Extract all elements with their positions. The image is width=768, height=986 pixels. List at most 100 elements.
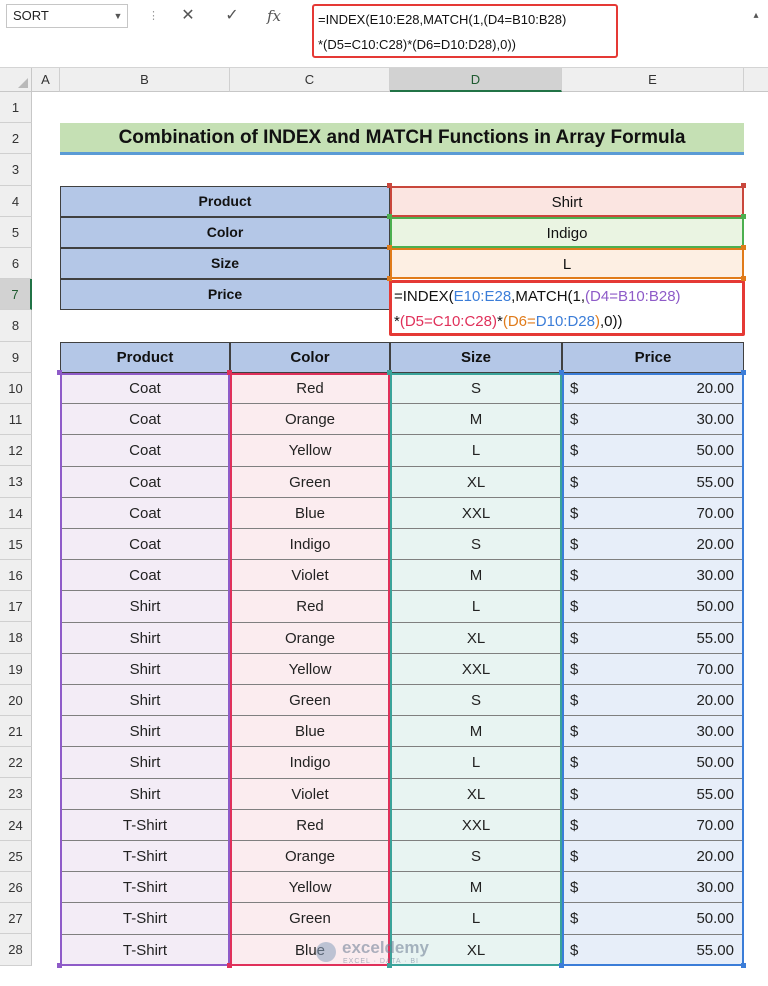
color-cell[interactable]: Yellow: [230, 435, 390, 467]
size-cell[interactable]: XL: [390, 778, 562, 810]
range-resize-handle[interactable]: [741, 276, 746, 281]
size-cell[interactable]: L: [390, 747, 562, 779]
row-header-27[interactable]: 27: [0, 903, 32, 935]
row-header-24[interactable]: 24: [0, 809, 32, 841]
color-cell[interactable]: Violet: [230, 560, 390, 592]
product-cell[interactable]: Coat: [60, 435, 230, 467]
size-cell[interactable]: M: [390, 560, 562, 592]
range-resize-handle[interactable]: [741, 245, 746, 250]
row-header-26[interactable]: 26: [0, 872, 32, 904]
row-header-4[interactable]: 4: [0, 185, 32, 217]
product-cell[interactable]: Shirt: [60, 591, 230, 623]
row-header-14[interactable]: 14: [0, 497, 32, 529]
row-header-10[interactable]: 10: [0, 372, 32, 404]
product-cell[interactable]: T-Shirt: [60, 872, 230, 904]
formula-input[interactable]: =INDEX(E10:E28,MATCH(1,(D4=B10:B28) *(D5…: [312, 4, 618, 58]
product-cell[interactable]: Coat: [60, 466, 230, 498]
size-cell[interactable]: M: [390, 716, 562, 748]
price-cell[interactable]: $50.00: [562, 591, 744, 623]
price-cell[interactable]: $50.00: [562, 903, 744, 935]
size-cell[interactable]: L: [390, 903, 562, 935]
column-header-b[interactable]: B: [60, 68, 230, 92]
color-cell[interactable]: Yellow: [230, 653, 390, 685]
criteria-value-product[interactable]: Shirt: [390, 186, 744, 217]
range-resize-handle[interactable]: [57, 963, 62, 968]
product-cell[interactable]: Coat: [60, 529, 230, 561]
color-cell[interactable]: Orange: [230, 404, 390, 436]
range-resize-handle[interactable]: [559, 370, 564, 375]
row-header-6[interactable]: 6: [0, 248, 32, 280]
row-header-9[interactable]: 9: [0, 341, 32, 373]
row-header-7[interactable]: 7: [0, 279, 32, 311]
color-cell[interactable]: Green: [230, 466, 390, 498]
range-resize-handle[interactable]: [387, 276, 392, 281]
row-header-19[interactable]: 19: [0, 653, 32, 685]
range-resize-handle[interactable]: [387, 370, 392, 375]
price-cell[interactable]: $30.00: [562, 716, 744, 748]
column-header-e[interactable]: E: [562, 68, 744, 92]
color-cell[interactable]: Red: [230, 373, 390, 405]
color-cell[interactable]: Red: [230, 809, 390, 841]
price-cell[interactable]: $55.00: [562, 778, 744, 810]
product-cell[interactable]: Coat: [60, 404, 230, 436]
name-box[interactable]: SORT: [6, 4, 128, 28]
size-cell[interactable]: M: [390, 404, 562, 436]
product-cell[interactable]: Coat: [60, 560, 230, 592]
range-resize-handle[interactable]: [559, 963, 564, 968]
color-cell[interactable]: Orange: [230, 622, 390, 654]
column-header-c[interactable]: C: [230, 68, 390, 92]
price-cell[interactable]: $55.00: [562, 466, 744, 498]
color-cell[interactable]: Red: [230, 591, 390, 623]
row-header-21[interactable]: 21: [0, 716, 32, 748]
price-formula-cell[interactable]: =INDEX(E10:E28,MATCH(1,(D4=B10:B28) *(D5…: [389, 280, 745, 336]
product-cell[interactable]: Shirt: [60, 716, 230, 748]
row-header-5[interactable]: 5: [0, 216, 32, 248]
price-cell[interactable]: $50.00: [562, 435, 744, 467]
criteria-value-size[interactable]: L: [390, 248, 744, 279]
color-cell[interactable]: Violet: [230, 778, 390, 810]
criteria-value-color[interactable]: Indigo: [390, 217, 744, 248]
price-cell[interactable]: $30.00: [562, 560, 744, 592]
row-header-28[interactable]: 28: [0, 934, 32, 966]
row-header-11[interactable]: 11: [0, 404, 32, 436]
price-cell[interactable]: $50.00: [562, 747, 744, 779]
column-header-d[interactable]: D: [390, 68, 562, 92]
range-resize-handle[interactable]: [387, 214, 392, 219]
color-cell[interactable]: Blue: [230, 716, 390, 748]
row-header-13[interactable]: 13: [0, 466, 32, 498]
chevron-down-icon[interactable]: ▼: [113, 11, 123, 21]
price-cell[interactable]: $20.00: [562, 373, 744, 405]
range-resize-handle[interactable]: [387, 245, 392, 250]
product-cell[interactable]: Shirt: [60, 778, 230, 810]
size-cell[interactable]: XL: [390, 622, 562, 654]
enter-icon[interactable]: ✓: [225, 7, 239, 24]
color-cell[interactable]: Green: [230, 685, 390, 717]
product-cell[interactable]: Shirt: [60, 685, 230, 717]
expand-formula-bar-icon[interactable]: ▴: [753, 10, 759, 21]
color-cell[interactable]: Orange: [230, 841, 390, 873]
size-cell[interactable]: L: [390, 435, 562, 467]
color-cell[interactable]: Indigo: [230, 747, 390, 779]
row-header-23[interactable]: 23: [0, 778, 32, 810]
range-resize-handle[interactable]: [57, 370, 62, 375]
product-cell[interactable]: T-Shirt: [60, 809, 230, 841]
row-header-2[interactable]: 2: [0, 123, 32, 155]
product-cell[interactable]: Coat: [60, 497, 230, 529]
product-cell[interactable]: Coat: [60, 373, 230, 405]
color-cell[interactable]: Blue: [230, 497, 390, 529]
product-cell[interactable]: T-Shirt: [60, 903, 230, 935]
row-header-16[interactable]: 16: [0, 560, 32, 592]
row-header-25[interactable]: 25: [0, 840, 32, 872]
row-header-20[interactable]: 20: [0, 684, 32, 716]
product-cell[interactable]: Shirt: [60, 653, 230, 685]
row-header-22[interactable]: 22: [0, 747, 32, 779]
range-resize-handle[interactable]: [227, 963, 232, 968]
price-cell[interactable]: $70.00: [562, 809, 744, 841]
product-cell[interactable]: T-Shirt: [60, 934, 230, 966]
price-cell[interactable]: $30.00: [562, 872, 744, 904]
insert-function-icon[interactable]: fx: [266, 7, 281, 25]
size-cell[interactable]: XXL: [390, 653, 562, 685]
size-cell[interactable]: L: [390, 591, 562, 623]
price-cell[interactable]: $20.00: [562, 529, 744, 561]
price-cell[interactable]: $70.00: [562, 497, 744, 529]
